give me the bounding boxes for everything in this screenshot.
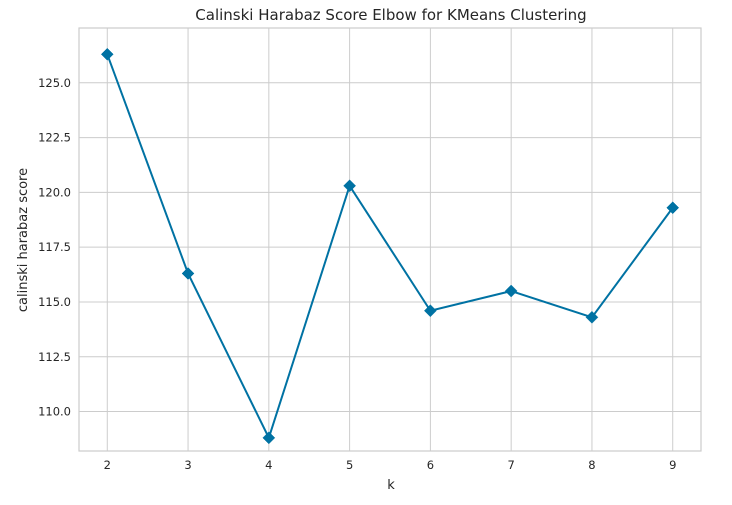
data-point-marker [181,267,195,280]
x-tick-label: 5 [346,458,353,472]
series-group [100,47,680,445]
x-tick-label: 2 [104,458,111,472]
data-point-marker [262,431,276,445]
y-tick-labels: 110.0 112.5 115.0 117.5 120.0 122.5 125.0 [38,76,71,419]
y-tick-label: 120.0 [38,185,71,199]
x-tick-label: 6 [427,458,434,472]
data-point-marker [666,201,680,215]
plot-frame [78,27,702,452]
series-line [106,53,674,441]
x-tick-label: 4 [265,458,272,472]
y-tick-label: 122.5 [38,131,71,145]
x-tick-labels: 2 3 4 5 6 7 8 9 [104,458,677,472]
x-tick-label: 9 [669,458,676,472]
y-tick-label: 110.0 [38,405,71,419]
y-tick-label: 117.5 [38,240,71,254]
y-axis-label: calinski harabaz score [16,168,31,312]
y-tick-label: 125.0 [38,76,71,90]
y-tick-label: 112.5 [38,350,71,364]
chart-title: Calinski Harabaz Score Elbow for KMeans … [195,6,586,24]
data-point-marker [504,284,518,298]
y-tick-label: 115.0 [38,295,71,309]
x-tick-label: 8 [588,458,595,472]
data-point-marker [343,179,356,193]
grid-lines [79,28,701,451]
x-tick-label: 3 [184,458,191,472]
data-point-marker [585,310,599,324]
x-tick-label: 7 [508,458,515,472]
data-point-marker [100,47,114,61]
data-point-marker [424,304,437,318]
x-axis-label: k [387,478,395,493]
